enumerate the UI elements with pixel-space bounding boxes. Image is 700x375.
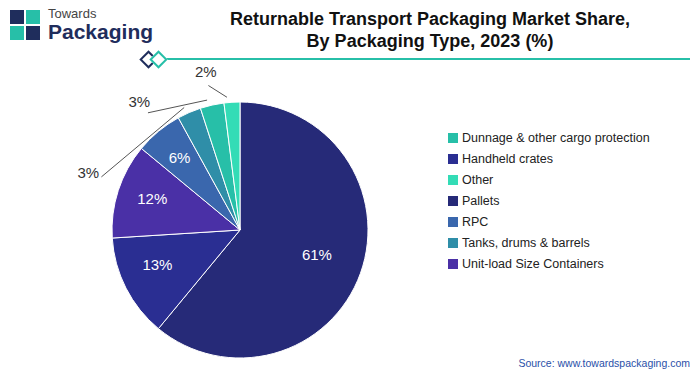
html-text:Pallets: Pallets: [462, 194, 500, 208]
html-text:Other: Other: [462, 173, 494, 187]
svg-text:6%: 6%: [169, 149, 191, 166]
html-text:Handheld crates: Handheld crates: [462, 152, 553, 166]
svg-text:61%: 61%: [302, 246, 332, 263]
html-text:Source: www.towardspackaging.c: Source: www.towardspackaging.com: [518, 357, 690, 369]
html-text:Dunnage & other cargo protecti: Dunnage & other cargo protection: [462, 131, 650, 145]
svg-text:13%: 13%: [142, 256, 172, 273]
svg-text:3%: 3%: [129, 93, 151, 110]
html-text:Towards: Towards: [48, 6, 97, 21]
svg-text:12%: 12%: [137, 190, 167, 207]
svg-text:2%: 2%: [195, 63, 217, 80]
html-text:Returnable Transport Packaging: Returnable Transport Packaging Market Sh…: [229, 9, 631, 51]
html-text:Tanks, drums & barrels: Tanks, drums & barrels: [462, 236, 590, 250]
html-text:RPC: RPC: [462, 215, 489, 229]
svg-text:3%: 3%: [77, 164, 99, 181]
html-text:Unit-load Size Containers: Unit-load Size Containers: [462, 257, 604, 271]
html-text:Packaging: Packaging: [48, 20, 153, 43]
